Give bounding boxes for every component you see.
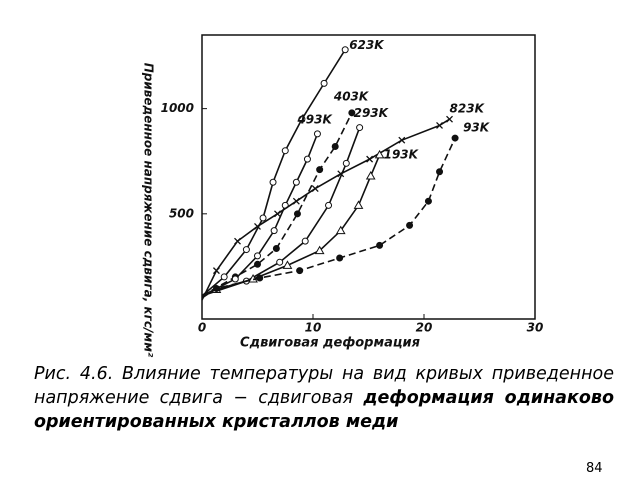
marker — [325, 201, 333, 209]
marker — [436, 121, 443, 129]
marker — [337, 170, 345, 178]
marker — [293, 210, 301, 218]
marker — [270, 227, 278, 235]
marker — [451, 134, 459, 142]
marker — [296, 267, 304, 275]
caption-bold: деформация одинаково ориентированных кри… — [34, 388, 614, 432]
marker — [301, 237, 309, 245]
series-line — [201, 112, 353, 297]
marker — [259, 214, 267, 222]
marker — [313, 130, 321, 138]
marker — [374, 149, 385, 159]
series-label: 493K — [296, 112, 333, 126]
caption: Рис. 4.6. Влияние температуры на вид кри… — [34, 362, 614, 434]
series-label: 823K — [450, 102, 486, 116]
marker — [316, 166, 324, 174]
marker — [353, 200, 364, 209]
marker — [336, 254, 344, 262]
marker — [281, 147, 289, 155]
marker — [356, 124, 364, 132]
page-number: 84 — [586, 461, 603, 476]
x-axis-label: Сдвиговая деформация — [240, 336, 420, 351]
marker — [231, 275, 239, 283]
plot-frame — [201, 34, 536, 320]
x-tick-label: 0 — [198, 321, 206, 335]
y-axis-label: Приведенное напряжение сдвига, кгс/мм² — [142, 63, 156, 358]
marker — [303, 155, 311, 163]
marker — [311, 185, 319, 193]
x-tick-label: 10 — [305, 321, 322, 335]
marker — [234, 237, 241, 245]
series-line — [201, 133, 319, 297]
marker — [292, 197, 300, 205]
marker — [335, 225, 346, 235]
marker — [212, 267, 220, 275]
y-tick-label: 1000 — [161, 101, 194, 115]
marker — [366, 155, 374, 163]
marker — [272, 245, 280, 253]
marker — [314, 245, 325, 255]
marker — [320, 79, 328, 87]
marker — [365, 170, 376, 180]
series-line — [201, 137, 456, 299]
series-label: 193K — [384, 147, 420, 161]
series-label: 623K — [349, 38, 385, 52]
series-label: 403K — [333, 89, 370, 103]
marker — [424, 197, 432, 205]
marker — [398, 136, 406, 144]
marker — [254, 222, 261, 230]
caption-text: Рис. 4.6. Влияние температуры на вид кри… — [34, 364, 614, 408]
marker — [341, 46, 349, 54]
marker — [292, 178, 300, 186]
chart: Сдвиговая деформация Приведенное напряже… — [142, 34, 544, 358]
marker — [256, 274, 264, 282]
marker — [242, 246, 250, 254]
marker — [331, 142, 339, 150]
marker — [342, 159, 350, 167]
y-tick-label: 500 — [169, 206, 194, 220]
marker — [282, 260, 293, 269]
marker — [276, 258, 284, 266]
x-tick-label: 30 — [527, 321, 544, 335]
marker — [269, 178, 277, 186]
marker — [298, 115, 306, 123]
series-line — [201, 118, 450, 301]
marker — [212, 284, 220, 292]
x-tick-label: 20 — [416, 321, 433, 335]
marker — [274, 210, 281, 218]
marker — [436, 168, 444, 176]
marker — [406, 221, 414, 229]
marker — [254, 252, 261, 260]
marker — [348, 109, 356, 117]
marker — [220, 273, 228, 281]
marker — [446, 115, 453, 123]
marker — [254, 260, 261, 268]
series-label: 93K — [463, 121, 491, 135]
marker — [376, 241, 384, 249]
series-label: 293K — [354, 106, 390, 120]
